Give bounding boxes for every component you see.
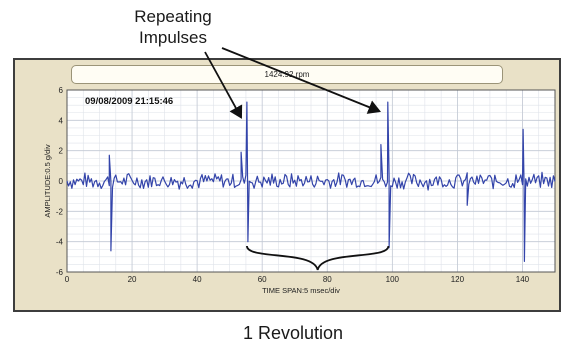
x-tick-label: 0 xyxy=(65,275,70,284)
y-tick-label: -6 xyxy=(56,268,64,277)
x-tick-label: 100 xyxy=(386,275,400,284)
x-tick-label: 20 xyxy=(128,275,137,284)
x-tick-label: 60 xyxy=(258,275,267,284)
y-tick-label: -2 xyxy=(56,207,64,216)
x-tick-label: 40 xyxy=(193,275,202,284)
annotation-line-1: Repeating xyxy=(134,7,212,26)
vibration-waveform xyxy=(66,101,556,262)
x-tick-label: 80 xyxy=(323,275,332,284)
revolution-brace xyxy=(246,245,390,271)
x-tick-label: 140 xyxy=(516,275,530,284)
y-tick-label: -4 xyxy=(56,238,64,247)
y-tick-label: 2 xyxy=(59,147,64,156)
annotation-line-2: Impulses xyxy=(138,28,208,47)
one-revolution-label: 1 Revolution xyxy=(242,323,344,343)
x-axis-label: TIME SPAN:5 msec/div xyxy=(262,286,340,295)
y-tick-label: 0 xyxy=(59,177,64,186)
y-axis-label: AMPLITUDE:0.5 g/div xyxy=(43,144,52,218)
y-tick-label: 4 xyxy=(59,116,64,125)
y-tick-label: 6 xyxy=(59,86,64,95)
arrow-to-impulse-2 xyxy=(221,47,381,114)
arrow-to-impulse-1 xyxy=(204,51,243,119)
repeating-impulses-label: Repeating Impulses xyxy=(108,6,238,48)
timestamp: 09/08/2009 21:15:46 xyxy=(85,96,173,107)
x-tick-label: 120 xyxy=(451,275,465,284)
